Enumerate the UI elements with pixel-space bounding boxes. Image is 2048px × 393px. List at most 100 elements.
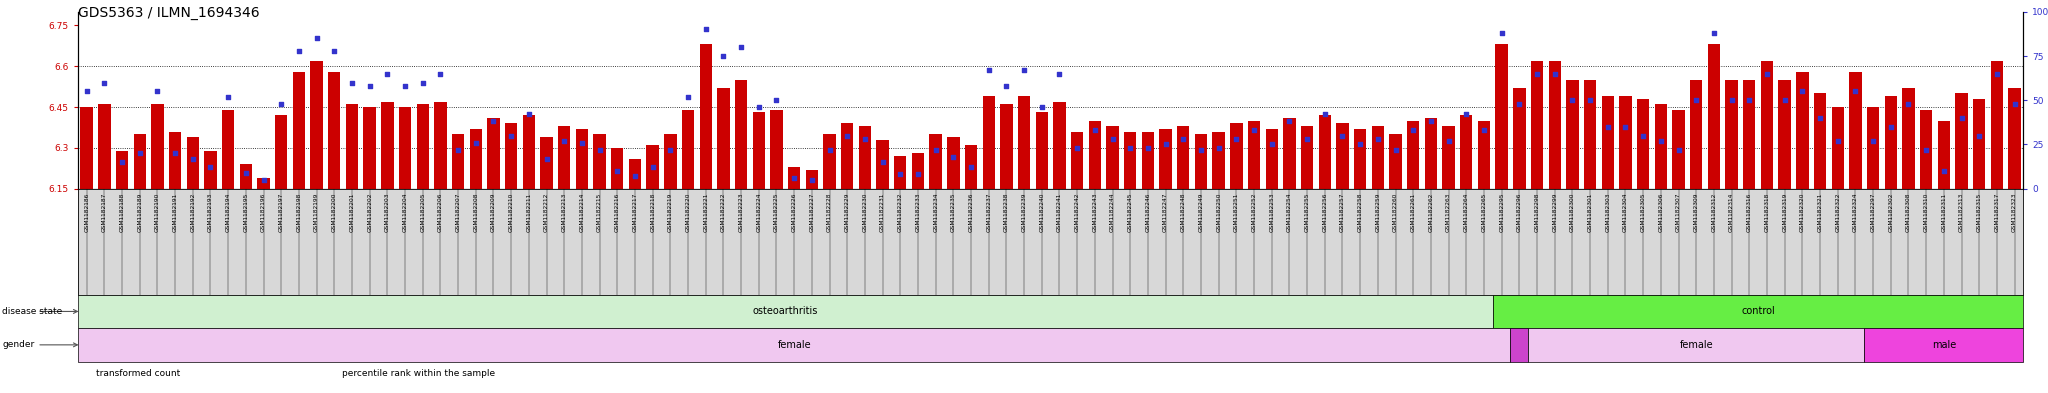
Bar (1761, 61, 1774, 189)
Bar (2009, 88, 2021, 189)
Text: GSM1182226: GSM1182226 (793, 193, 797, 232)
Point (530, 155, 563, 162)
Text: GSM1182187: GSM1182187 (102, 193, 106, 232)
Text: GSM1182188: GSM1182188 (119, 193, 125, 232)
Text: GSM1182297: GSM1182297 (1870, 193, 1876, 232)
Point (813, 147, 846, 153)
Point (123, 150, 156, 156)
Point (1237, 127, 1270, 133)
Point (176, 155, 209, 162)
Point (936, 154, 969, 160)
Point (88, 79, 121, 86)
Text: GSM1182261: GSM1182261 (1411, 193, 1415, 232)
Bar (1743, 80, 1755, 189)
Bar (1673, 110, 1686, 189)
Point (1786, 88, 1819, 94)
Text: GSM1182205: GSM1182205 (420, 193, 426, 232)
Point (1096, 136, 1128, 142)
Bar (1708, 44, 1720, 189)
Bar (682, 110, 694, 189)
Point (1202, 145, 1235, 151)
Text: GSM1182301: GSM1182301 (1587, 193, 1593, 232)
Bar (221, 110, 233, 189)
Text: GSM1182241: GSM1182241 (1057, 193, 1063, 232)
Text: GSM1182219: GSM1182219 (668, 193, 674, 232)
Text: GSM1182220: GSM1182220 (686, 193, 690, 232)
Point (1290, 136, 1323, 142)
Bar (1178, 126, 1190, 189)
Point (1362, 136, 1395, 142)
Bar (80, 107, 92, 189)
Point (1980, 70, 2013, 77)
Point (565, 140, 598, 146)
Text: GSM1182258: GSM1182258 (1358, 193, 1362, 232)
Point (336, 79, 369, 86)
Text: GSM1182321: GSM1182321 (1817, 193, 1823, 232)
Text: GSM1182227: GSM1182227 (809, 193, 815, 232)
Text: GSM1182210: GSM1182210 (508, 193, 514, 232)
Bar (1372, 126, 1384, 189)
Text: GSM1182235: GSM1182235 (950, 193, 956, 232)
Text: GSM1182206: GSM1182206 (438, 193, 442, 232)
Bar (311, 61, 324, 189)
Point (283, 48, 315, 54)
Bar (205, 151, 217, 189)
Bar (1796, 72, 1808, 189)
Text: GSM1182190: GSM1182190 (156, 193, 160, 232)
Bar (999, 104, 1012, 189)
Point (1679, 97, 1712, 103)
Text: GSM1182238: GSM1182238 (1004, 193, 1010, 232)
Point (920, 147, 952, 153)
Bar (823, 134, 836, 189)
Text: GSM1182251: GSM1182251 (1233, 193, 1239, 232)
Point (1714, 97, 1747, 103)
Bar (1567, 80, 1579, 189)
Point (866, 159, 899, 165)
Bar (133, 134, 145, 189)
Point (406, 79, 438, 86)
Point (1008, 67, 1040, 73)
Bar (1919, 110, 1933, 189)
Text: GSM1182237: GSM1182237 (987, 193, 991, 232)
Bar (1106, 126, 1118, 189)
Point (1962, 132, 1995, 139)
Bar (664, 134, 676, 189)
Text: GSM1182223: GSM1182223 (739, 193, 743, 232)
Point (1821, 138, 1853, 144)
Point (1538, 70, 1571, 77)
Bar (1071, 132, 1083, 189)
Point (424, 70, 457, 77)
Text: GSM1182197: GSM1182197 (279, 193, 285, 232)
Text: GSM1182306: GSM1182306 (1659, 193, 1663, 232)
Bar (541, 137, 553, 189)
Bar (1442, 126, 1454, 189)
Point (1610, 123, 1642, 130)
Text: GSM1182202: GSM1182202 (367, 193, 373, 232)
Point (248, 176, 281, 183)
Point (141, 88, 174, 94)
Point (1130, 145, 1163, 151)
Point (371, 70, 403, 77)
Bar (1053, 101, 1065, 189)
Point (600, 168, 633, 174)
Bar (1425, 118, 1438, 189)
Bar (1724, 80, 1739, 189)
Text: GSM1182320: GSM1182320 (1800, 193, 1804, 232)
Point (1751, 70, 1784, 77)
Bar (186, 137, 199, 189)
Bar (362, 107, 377, 189)
Point (1874, 123, 1907, 130)
Bar (399, 107, 412, 189)
Bar (700, 44, 713, 189)
Point (1909, 147, 1942, 153)
Bar (717, 88, 729, 189)
Text: GSM1182299: GSM1182299 (1552, 193, 1556, 232)
Text: GSM1182216: GSM1182216 (614, 193, 621, 232)
Bar (1335, 123, 1350, 189)
Point (1999, 101, 2032, 107)
Point (741, 104, 774, 110)
Text: GSM1182310: GSM1182310 (1923, 193, 1929, 232)
Bar (469, 129, 481, 189)
Point (1026, 104, 1059, 110)
Text: GSM1182228: GSM1182228 (827, 193, 831, 232)
